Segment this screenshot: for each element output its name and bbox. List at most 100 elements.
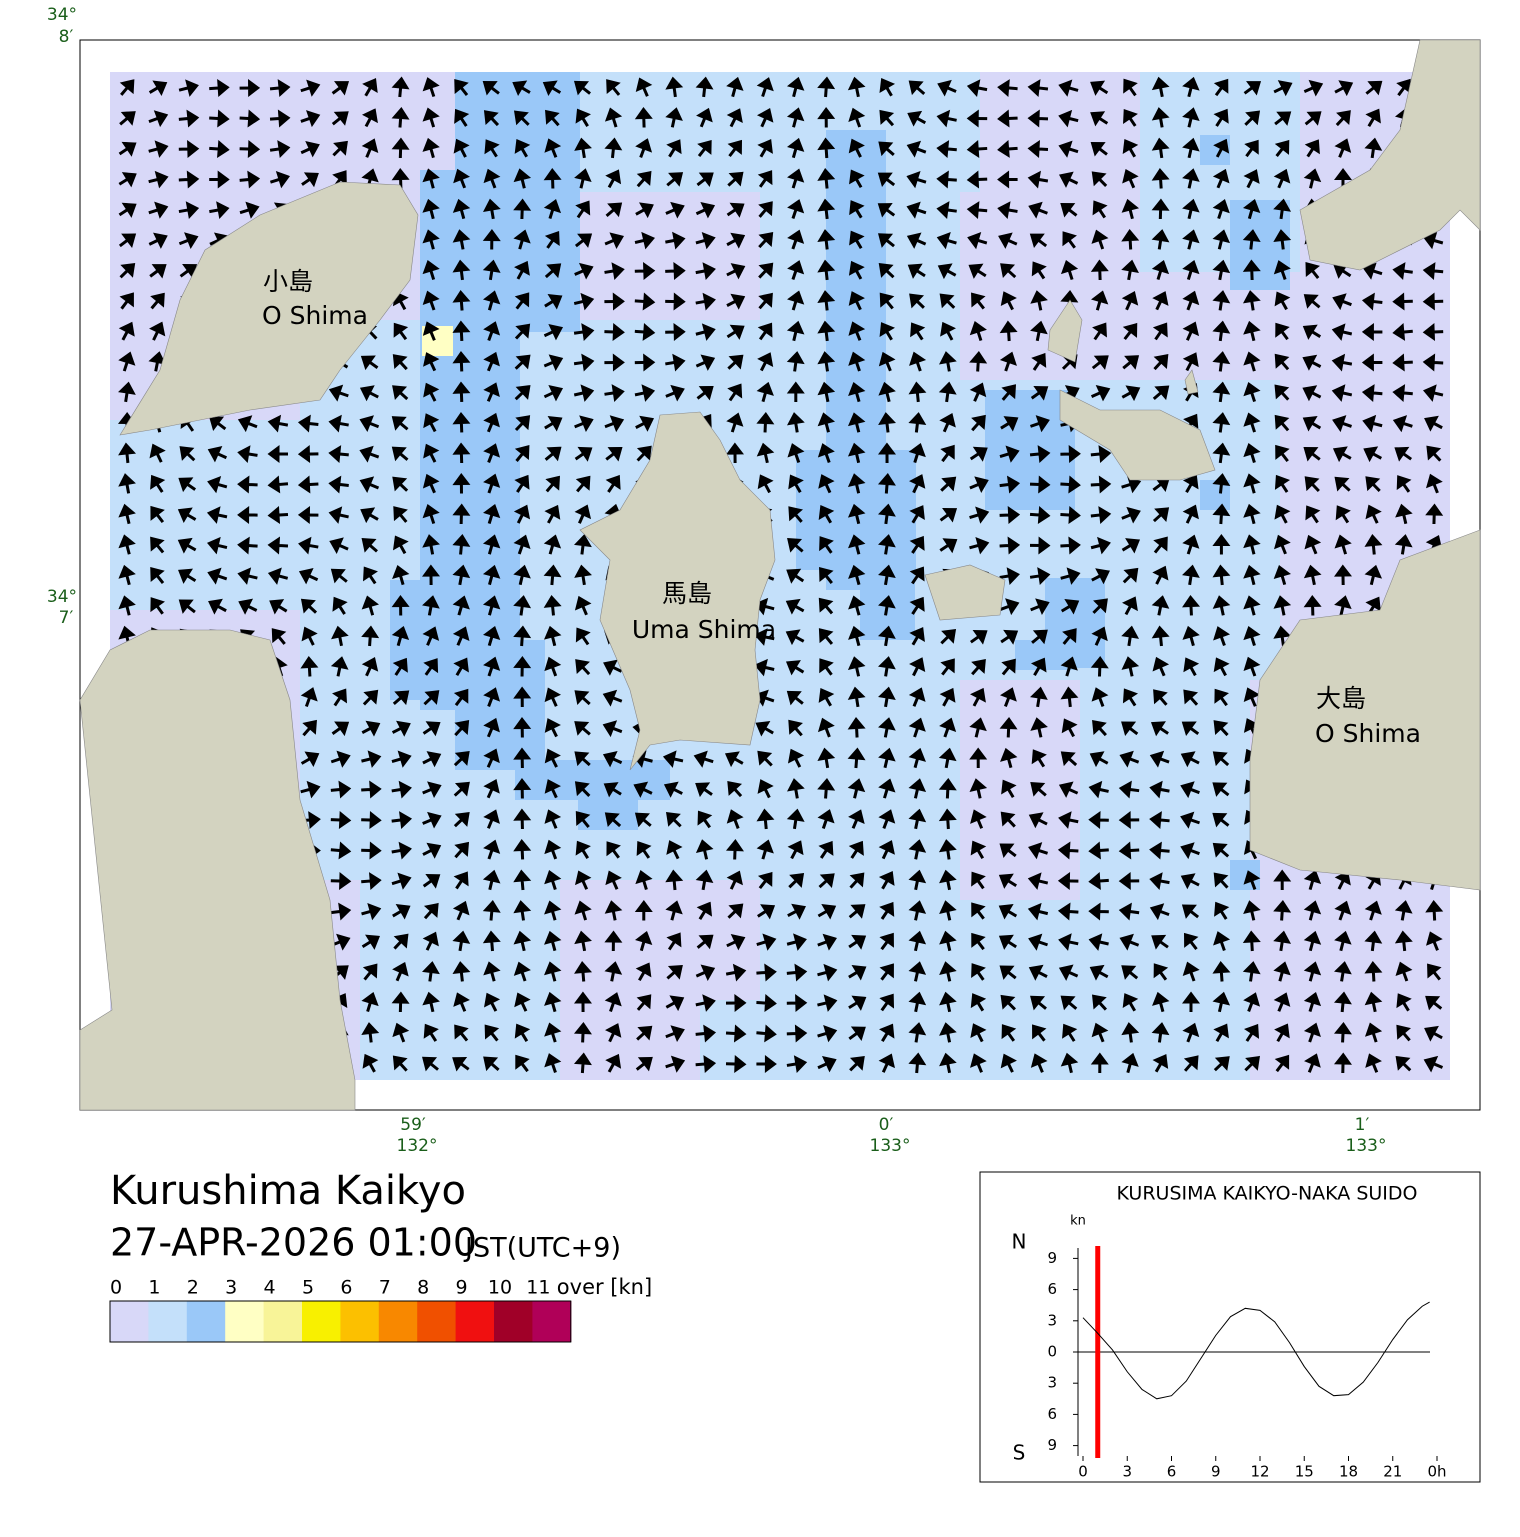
current-arrow bbox=[1213, 108, 1229, 127]
current-arrow bbox=[605, 202, 623, 218]
current-arrow bbox=[513, 534, 531, 555]
current-arrow bbox=[391, 76, 410, 98]
current-arrow bbox=[267, 414, 289, 433]
current-arrow bbox=[970, 993, 987, 1012]
current-arrow bbox=[696, 172, 714, 187]
current-arrow bbox=[483, 321, 501, 341]
current-arrow bbox=[969, 747, 988, 769]
current-arrow bbox=[514, 445, 530, 462]
current-arrow bbox=[848, 995, 867, 1011]
current-arrow bbox=[939, 869, 957, 891]
current-arrow bbox=[392, 385, 409, 401]
current-arrow bbox=[271, 628, 287, 645]
current-arrow bbox=[878, 263, 895, 279]
current-arrow bbox=[361, 750, 382, 768]
current-arrow bbox=[878, 233, 895, 248]
current-arrow bbox=[574, 961, 593, 982]
current-arrow bbox=[1302, 354, 1322, 371]
current-arrow bbox=[909, 505, 925, 524]
current-arrow bbox=[542, 80, 562, 96]
current-arrow bbox=[1332, 293, 1352, 311]
current-arrow bbox=[1088, 780, 1109, 799]
datetime: 27-APR-2026 01:00 bbox=[110, 1221, 477, 1265]
current-arrow bbox=[940, 476, 957, 492]
current-arrow bbox=[936, 231, 957, 250]
current-arrow bbox=[695, 76, 714, 98]
current-arrow bbox=[786, 933, 807, 951]
current-arrow bbox=[665, 811, 682, 828]
current-arrow bbox=[848, 564, 866, 586]
current-arrow bbox=[1423, 231, 1444, 250]
current-arrow bbox=[604, 384, 625, 402]
current-arrow bbox=[1149, 841, 1170, 860]
current-arrow bbox=[514, 385, 531, 401]
legend-frame bbox=[109, 1300, 572, 1343]
current-arrow bbox=[237, 506, 258, 525]
current-arrow bbox=[422, 873, 441, 889]
legend-swatch bbox=[263, 1301, 303, 1342]
current-arrow bbox=[1273, 869, 1292, 891]
current-arrow bbox=[1334, 534, 1352, 555]
current-arrow bbox=[1333, 1052, 1352, 1074]
current-arrow bbox=[1331, 353, 1353, 372]
current-arrow bbox=[1303, 869, 1322, 891]
current-arrow bbox=[360, 507, 379, 524]
current-arrow bbox=[1302, 385, 1322, 402]
current-arrow bbox=[513, 110, 530, 126]
current-arrow bbox=[848, 291, 865, 311]
current-arrow bbox=[848, 840, 864, 859]
current-arrow bbox=[1424, 1025, 1443, 1042]
current-arrow bbox=[422, 77, 440, 98]
current-arrow bbox=[666, 964, 683, 980]
current-arrow bbox=[634, 231, 656, 250]
current-arrow bbox=[999, 320, 1018, 342]
current-arrow bbox=[755, 720, 774, 737]
current-arrow bbox=[817, 903, 837, 920]
current-arrow bbox=[666, 172, 684, 187]
current-arrow bbox=[848, 595, 866, 616]
current-arrow bbox=[966, 170, 988, 189]
current-arrow bbox=[1151, 625, 1170, 647]
current-arrow bbox=[297, 444, 319, 463]
current-arrow bbox=[332, 688, 348, 707]
current-arrow bbox=[422, 168, 440, 189]
current-arrow bbox=[1122, 567, 1139, 584]
current-arrow bbox=[423, 690, 440, 706]
current-arrow bbox=[726, 442, 745, 464]
current-arrow bbox=[207, 536, 228, 555]
current-arrow bbox=[848, 260, 865, 280]
current-arrow bbox=[878, 747, 896, 769]
current-arrow bbox=[1152, 507, 1170, 523]
current-arrow bbox=[969, 351, 988, 372]
current-arrow bbox=[119, 111, 136, 126]
current-arrow bbox=[1332, 415, 1353, 433]
current-arrow bbox=[1427, 963, 1442, 981]
current-arrow bbox=[392, 535, 409, 555]
current-arrow bbox=[1089, 964, 1109, 981]
current-arrow bbox=[392, 476, 409, 492]
current-arrow bbox=[483, 809, 500, 829]
current-arrow bbox=[787, 168, 805, 189]
current-arrow bbox=[939, 412, 956, 433]
current-arrow bbox=[878, 442, 897, 464]
current-arrow bbox=[787, 443, 805, 463]
current-arrow bbox=[848, 904, 866, 919]
current-arrow bbox=[940, 444, 955, 463]
current-arrow bbox=[1365, 1053, 1382, 1073]
current-arrow bbox=[300, 79, 321, 97]
legend-swatch bbox=[148, 1301, 188, 1342]
current-arrow bbox=[908, 778, 927, 799]
current-arrow bbox=[1274, 111, 1292, 126]
current-arrow bbox=[149, 321, 166, 341]
current-arrow bbox=[848, 381, 866, 403]
legend-swatch bbox=[186, 1301, 226, 1342]
current-arrow bbox=[635, 77, 653, 97]
legend-swatch bbox=[110, 1301, 149, 1342]
current-arrow bbox=[726, 293, 746, 310]
current-arrow bbox=[878, 656, 896, 677]
current-arrow bbox=[969, 506, 990, 524]
current-arrow bbox=[847, 473, 866, 494]
current-arrow bbox=[178, 201, 200, 219]
current-arrow bbox=[1212, 812, 1230, 828]
current-arrow bbox=[1151, 107, 1170, 128]
